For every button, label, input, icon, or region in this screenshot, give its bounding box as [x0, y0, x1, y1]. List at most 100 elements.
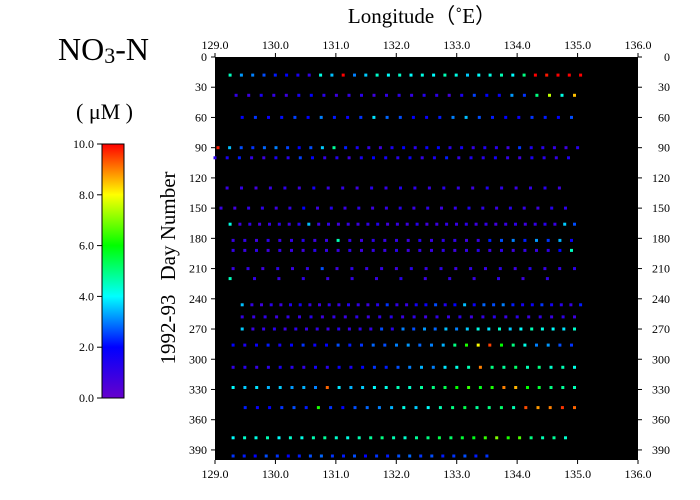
- data-point: [372, 365, 376, 369]
- data-point: [356, 222, 360, 226]
- data-point: [552, 146, 556, 150]
- x-tick-label-top: 133.0: [443, 38, 470, 52]
- data-point: [231, 454, 235, 458]
- data-point: [278, 248, 282, 252]
- data-point: [542, 156, 546, 160]
- data-point: [290, 343, 293, 347]
- data-point: [474, 222, 478, 226]
- data-point: [448, 146, 452, 150]
- data-point: [307, 222, 311, 226]
- data-point: [564, 206, 567, 210]
- data-point: [535, 248, 538, 252]
- data-point: [538, 315, 542, 319]
- data-point: [383, 248, 387, 252]
- data-point: [255, 406, 259, 410]
- data-point: [320, 267, 324, 271]
- data-point: [406, 248, 410, 252]
- data-point: [225, 186, 229, 190]
- data-point: [453, 238, 457, 242]
- y-tick-label-left: 330: [189, 382, 207, 396]
- data-point: [319, 454, 323, 458]
- data-point: [378, 146, 382, 150]
- data-point: [390, 146, 394, 150]
- y-tick-label-left: 390: [189, 443, 207, 457]
- x-ticks-top: 129.0 130.0 131.0 132.0 133.0 134.0 135.0 136.0: [202, 38, 652, 57]
- y-tick-label-right: 30: [658, 80, 670, 94]
- data-point: [427, 186, 431, 190]
- data-point: [326, 277, 330, 281]
- data-point: [465, 327, 469, 331]
- data-point: [240, 186, 243, 190]
- data-point: [267, 115, 270, 119]
- data-point: [280, 406, 284, 410]
- data-point: [567, 156, 570, 160]
- data-point: [533, 73, 537, 77]
- data-point: [277, 222, 281, 226]
- data-point: [294, 327, 298, 331]
- data-point: [455, 365, 459, 369]
- data-point: [528, 267, 532, 271]
- data-point: [498, 267, 502, 271]
- data-point: [243, 386, 247, 389]
- data-point: [457, 156, 461, 160]
- x-tick-label-bottom: 134.0: [504, 467, 531, 481]
- data-point: [413, 146, 417, 150]
- data-point: [243, 238, 247, 242]
- data-point: [330, 454, 334, 458]
- data-point: [251, 73, 255, 77]
- data-point: [231, 238, 235, 242]
- data-point: [458, 315, 462, 319]
- data-point: [435, 222, 439, 226]
- data-point: [490, 386, 494, 389]
- data-point: [239, 73, 243, 77]
- data-point: [336, 248, 340, 252]
- data-point: [431, 365, 435, 369]
- data-point: [231, 386, 235, 389]
- data-point: [343, 206, 347, 210]
- data-point: [389, 315, 393, 319]
- y-tick-label-right: 330: [652, 382, 670, 396]
- data-point: [375, 277, 378, 281]
- data-point: [409, 73, 413, 77]
- data-point: [301, 277, 305, 281]
- data-point: [372, 93, 376, 97]
- data-point: [364, 454, 367, 458]
- data-point: [301, 248, 305, 252]
- data-point: [430, 238, 433, 242]
- data-point: [262, 146, 266, 150]
- data-point: [465, 238, 468, 242]
- data-point: [329, 406, 333, 410]
- data-point: [514, 222, 517, 226]
- data-point: [278, 386, 282, 389]
- data-point: [472, 303, 476, 307]
- data-point: [290, 248, 293, 252]
- data-point: [535, 238, 538, 242]
- data-point: [543, 115, 547, 119]
- data-point: [335, 267, 339, 271]
- data-point: [550, 315, 554, 319]
- y-tick-label-right: 300: [652, 352, 670, 366]
- data-point: [424, 303, 428, 307]
- data-point: [500, 343, 503, 347]
- data-point: [406, 238, 410, 242]
- data-point: [247, 206, 251, 210]
- data-point: [253, 277, 256, 281]
- data-point: [225, 156, 229, 160]
- data-point: [492, 303, 496, 307]
- data-point: [500, 248, 503, 252]
- data-point: [523, 238, 527, 242]
- data-point: [517, 115, 521, 119]
- data-point: [250, 303, 254, 307]
- data-point: [448, 277, 452, 281]
- data-point: [518, 156, 522, 160]
- data-point: [397, 93, 401, 97]
- data-point: [530, 115, 534, 119]
- data-point: [297, 186, 301, 190]
- data-point: [560, 93, 564, 97]
- y-tick-label-left: 30: [195, 80, 207, 94]
- data-point: [561, 365, 565, 369]
- data-point: [297, 222, 301, 226]
- data-point: [290, 238, 293, 242]
- y-tick-label-left: 150: [189, 201, 207, 215]
- x-tick-label-bottom: 129.0: [202, 467, 229, 481]
